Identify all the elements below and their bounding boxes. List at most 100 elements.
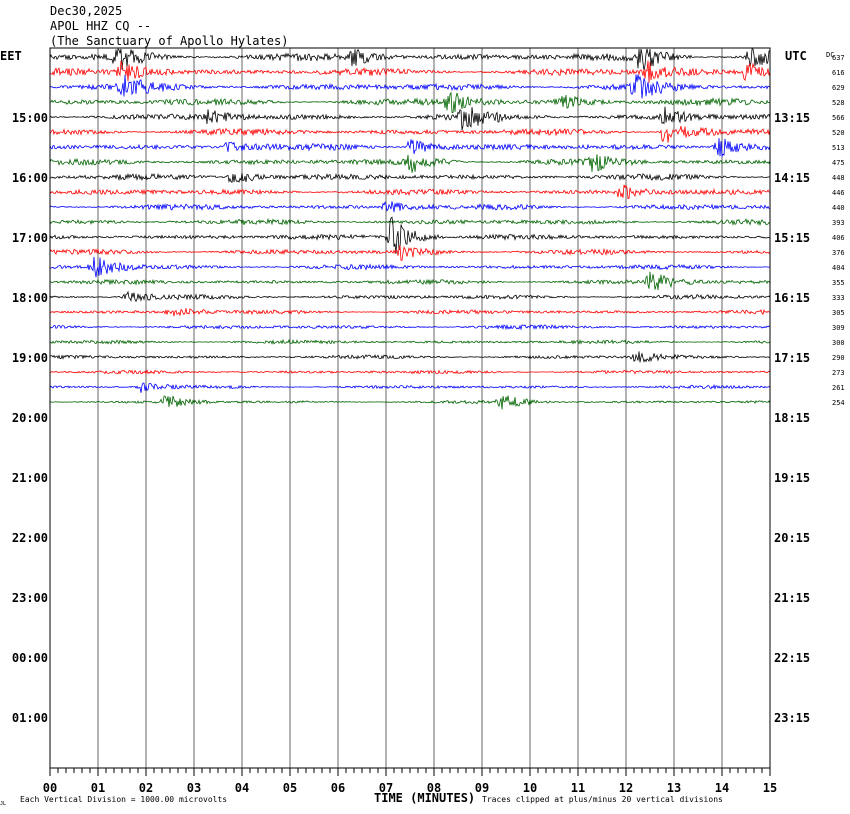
- x-tick-label: 10: [523, 781, 537, 795]
- trace-row: [49, 201, 771, 213]
- left-hour-label: 23:00: [12, 591, 48, 605]
- x-axis: 00 01 02 03 04 05 06 07 08 09 10 11 12 13 14 15: [43, 768, 777, 795]
- dc-offset-value: 513: [832, 144, 845, 152]
- dc-offset-value: 393: [832, 219, 845, 227]
- x-tick-label: 04: [235, 781, 249, 795]
- right-timezone-label: UTC: [785, 49, 807, 63]
- x-tick-label: 14: [715, 781, 729, 795]
- minute-grid: [97, 48, 723, 768]
- right-hour-label: 18:15: [774, 411, 810, 425]
- trace-row: [49, 369, 771, 375]
- trace-row: [49, 338, 771, 345]
- dc-offset-value: 406: [832, 234, 845, 242]
- dc-offset-value: 300: [832, 339, 845, 347]
- trace-row: [49, 74, 771, 99]
- trace-row: [50, 91, 770, 114]
- dc-offset-value: 446: [832, 189, 845, 197]
- left-hour-label: 16:00: [12, 171, 48, 185]
- right-hour-label: 21:15: [774, 591, 810, 605]
- dc-offset-value: 616: [832, 69, 845, 77]
- trace-row: [50, 60, 771, 83]
- left-timezone-label: EET: [0, 49, 22, 63]
- corner-mark: JL: [0, 801, 6, 807]
- right-hour-label: 15:15: [774, 231, 810, 245]
- trace-row: [49, 245, 771, 261]
- vertical-division-note: Each Vertical Division = 1000.00 microvo…: [20, 795, 227, 804]
- dc-offset-value: 305: [832, 309, 845, 317]
- left-hour-label: 21:00: [12, 471, 48, 485]
- dc-offset-value: 440: [832, 204, 845, 212]
- x-axis-title: TIME (MINUTES): [374, 791, 475, 805]
- x-tick-label: 08: [427, 781, 441, 795]
- trace-row: [49, 106, 771, 131]
- trace-row: [49, 48, 771, 71]
- dc-offset-value: 404: [832, 264, 845, 272]
- right-hour-label: 23:15: [774, 711, 810, 725]
- left-hour-label: 18:00: [12, 291, 48, 305]
- station-code: APOL HHZ CQ --: [50, 19, 152, 33]
- left-hour-label: 22:00: [12, 531, 48, 545]
- trace-row: [49, 217, 771, 227]
- trace-row: [49, 382, 771, 393]
- dc-offset-value: 355: [832, 279, 845, 287]
- dc-offset-value: 290: [832, 354, 845, 362]
- right-time-axis: 13:15 14:15 15:15 16:15 17:15 18:15 19:15 20:15…: [774, 111, 810, 725]
- dc-offset-value: 261: [832, 384, 845, 392]
- dc-offset-value: 475: [832, 159, 845, 167]
- trace-row: [49, 154, 771, 173]
- right-hour-label: 14:15: [774, 171, 810, 185]
- x-tick-label: 13: [667, 781, 681, 795]
- x-tick-label: 02: [139, 781, 153, 795]
- chart-date: Dec30,2025: [50, 4, 123, 18]
- x-tick-label: 12: [619, 781, 633, 795]
- x-tick-label: 09: [475, 781, 489, 795]
- left-hour-label: 17:00: [12, 231, 48, 245]
- x-tick-label: 05: [283, 781, 297, 795]
- x-tick-label: 00: [43, 781, 57, 795]
- station-site: (The Sanctuary of Apollo Hylates): [50, 34, 289, 48]
- left-hour-label: 15:00: [12, 111, 48, 125]
- dc-offset-value: 566: [832, 114, 845, 122]
- x-tick-label: 07: [379, 781, 393, 795]
- dc-offset-column: 637 616 629 528 566 520 513 475 448 446 440 393 406 3…: [832, 54, 845, 407]
- x-tick-label: 15: [763, 781, 777, 795]
- trace-row: [49, 125, 771, 143]
- x-tick-label: 11: [571, 781, 585, 795]
- right-hour-label: 22:15: [774, 651, 810, 665]
- right-hour-label: 16:15: [774, 291, 810, 305]
- x-tick-label: 01: [91, 781, 105, 795]
- left-hour-label: 01:00: [12, 711, 48, 725]
- plot-frame: [49, 47, 771, 769]
- seismogram-traces: [49, 48, 771, 410]
- dc-offset-value: 448: [832, 174, 845, 182]
- trace-row: [50, 308, 771, 317]
- dc-offset-value: 273: [832, 369, 845, 377]
- right-hour-label: 17:15: [774, 351, 810, 365]
- trace-row: [49, 172, 771, 183]
- left-time-axis: 15:00 16:00 17:00 18:00 19:00 20:00 21:00 22:00…: [12, 111, 48, 725]
- x-tick-label: 03: [187, 781, 201, 795]
- trace-row: [49, 256, 771, 278]
- trace-row: [49, 184, 771, 200]
- dc-offset-value: 254: [832, 399, 845, 407]
- trace-row: [49, 216, 771, 254]
- right-hour-label: 19:15: [774, 471, 810, 485]
- dc-offset-value: 520: [832, 129, 845, 137]
- trace-row: [49, 138, 771, 158]
- trace-row: [49, 271, 771, 291]
- trace-row: [49, 290, 771, 303]
- dc-offset-value: 333: [832, 294, 845, 302]
- trace-row: [49, 351, 770, 363]
- dc-offset-value: 637: [832, 54, 845, 62]
- left-hour-label: 19:00: [12, 351, 48, 365]
- dc-offset-value: 629: [832, 84, 845, 92]
- right-hour-label: 13:15: [774, 111, 810, 125]
- x-tick-label: 06: [331, 781, 345, 795]
- dc-offset-value: 528: [832, 99, 845, 107]
- right-hour-label: 20:15: [774, 531, 810, 545]
- trace-row: [49, 323, 771, 331]
- left-hour-label: 00:00: [12, 651, 48, 665]
- dc-header: DC: [826, 51, 834, 59]
- dc-offset-value: 376: [832, 249, 845, 257]
